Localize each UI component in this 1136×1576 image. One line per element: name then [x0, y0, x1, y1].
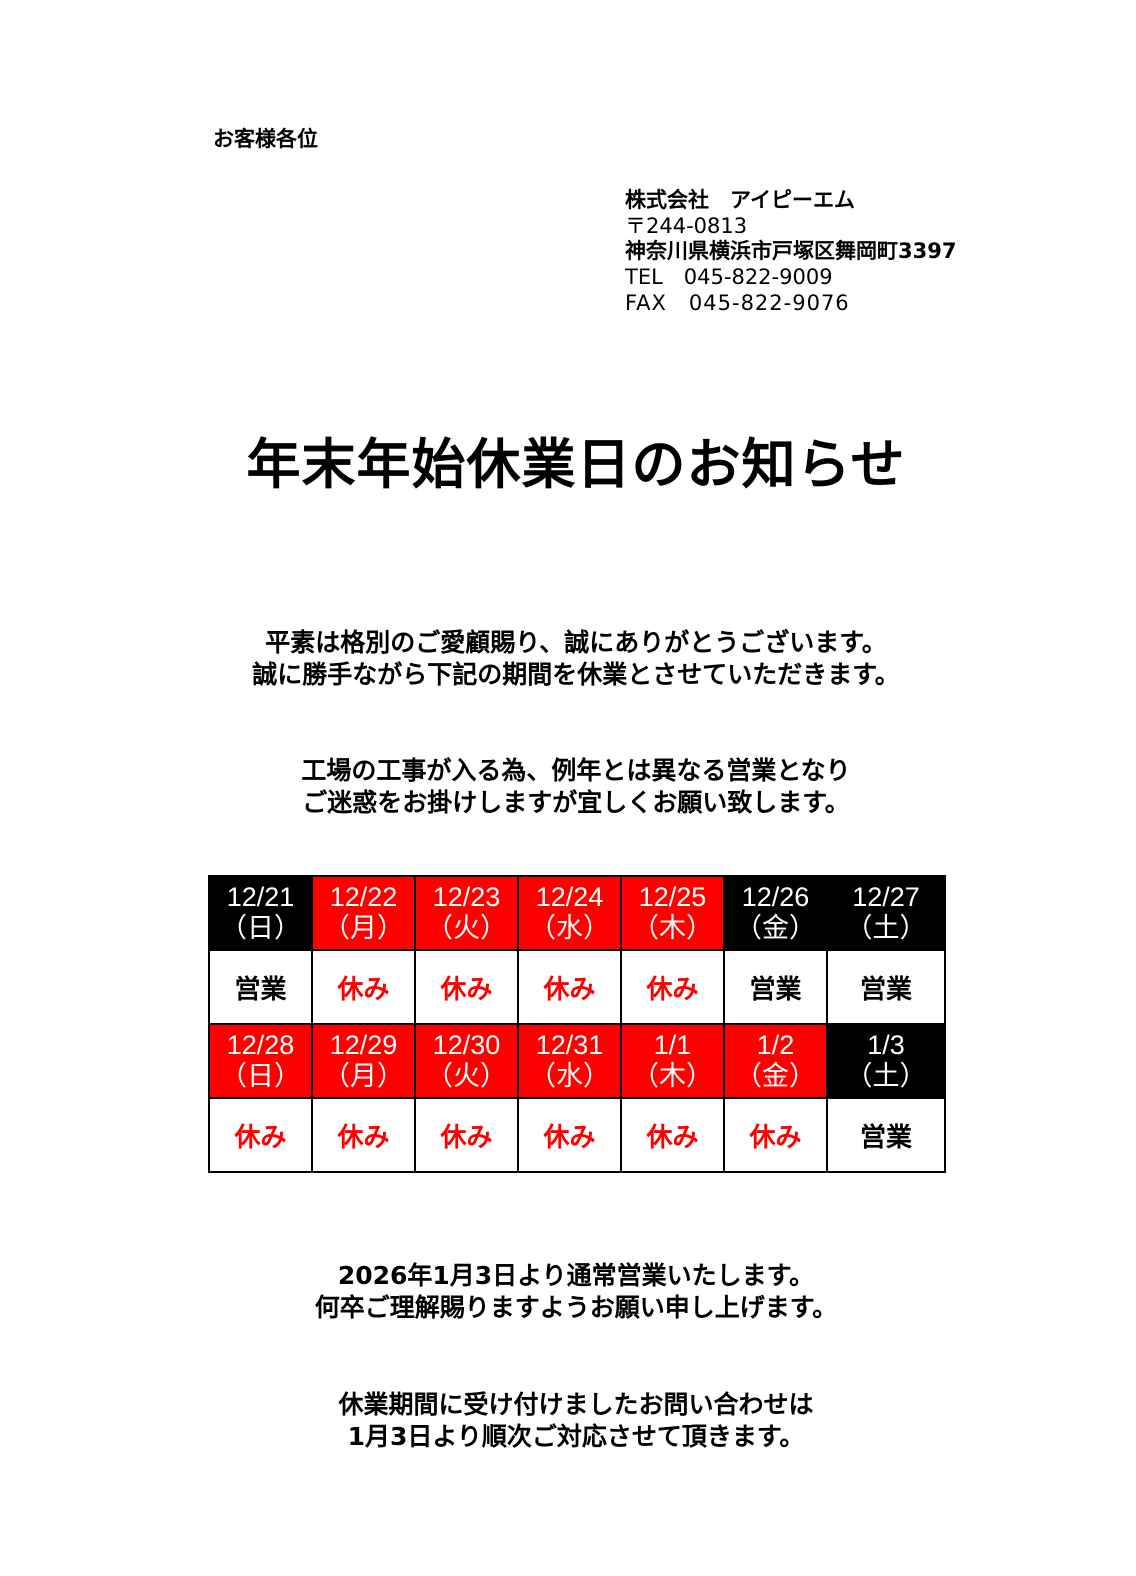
company-fax: FAX 045-822-9076 — [625, 290, 850, 315]
weekday: （日） — [220, 1061, 301, 1091]
date: 12/29 — [329, 1030, 398, 1060]
weekday: （土） — [845, 913, 927, 943]
weekday: （金） — [735, 913, 816, 943]
date: 12/27 — [852, 882, 920, 912]
weekday: （金） — [735, 1061, 816, 1091]
paragraph-resume: 2026年1月3日より通常営業いたします。 何卒ご理解賜りますようお願い申し上げ… — [0, 1260, 1136, 1324]
date-cell: 1/2 （金） — [723, 1023, 828, 1099]
date: 12/25 — [638, 882, 707, 912]
weekday: （月） — [323, 913, 404, 943]
date-cell: 1/1 （木） — [620, 1023, 725, 1099]
calendar-status-row: 営業 休み 休み 休み 休み 営業 営業 — [208, 949, 946, 1025]
line: ご迷惑をお掛けしますが宜しくお願い致します。 — [302, 788, 850, 817]
status-cell: 休み — [517, 949, 622, 1025]
date-cell: 12/23 （火） — [414, 875, 519, 951]
weekday: （木） — [632, 913, 713, 943]
status-cell: 休み — [311, 1097, 416, 1173]
paragraph-inquiries: 休業期間に受け付けましたお問い合わせは 1月3日より順次ご対応させて頂きます。 — [0, 1389, 1136, 1453]
date: 12/21 — [226, 882, 295, 912]
weekday: （木） — [632, 1061, 713, 1091]
line: 誠に勝手ながら下記の期間を休業とさせていただきます。 — [252, 660, 900, 689]
date: 12/28 — [226, 1030, 295, 1060]
addressee: お客様各位 — [213, 127, 318, 151]
status-cell: 休み — [517, 1097, 622, 1173]
status-cell: 休み — [620, 949, 725, 1025]
weekday: （火） — [426, 1061, 507, 1091]
line: 2026年1月3日より通常営業いたします。 — [337, 1261, 815, 1290]
date-cell: 12/31 （水） — [517, 1023, 622, 1099]
paragraph-greeting: 平素は格別のご愛顧賜り、誠にありがとうございます。 誠に勝手ながら下記の期間を休… — [0, 627, 1136, 691]
company-tel: TEL 045-822-9009 — [625, 265, 833, 290]
date: 12/23 — [432, 882, 501, 912]
date-cell: 12/24 （水） — [517, 875, 622, 951]
date: 1/1 — [653, 1030, 692, 1060]
date-cell: 12/29 （月） — [311, 1023, 416, 1099]
date-cell: 12/27 （土） — [826, 875, 946, 951]
holiday-calendar: 12/21 （日） 12/22 （月） 12/23 （火） 12/24 （水） 12/25 （木）… — [208, 875, 946, 1173]
page-title: 年末年始休業日のお知らせ — [246, 433, 906, 496]
date: 12/30 — [432, 1030, 501, 1060]
calendar-date-row: 12/21 （日） 12/22 （月） 12/23 （火） 12/24 （水） 12/25 （木）… — [208, 875, 946, 951]
company-info: 株式会社 アイピーエム 〒244-0813 神奈川県横浜市戸塚区舞岡町3397 … — [625, 188, 956, 317]
date-cell: 12/26 （金） — [723, 875, 828, 951]
weekday: （火） — [426, 913, 507, 943]
line: 何卒ご理解賜りますようお願い申し上げます。 — [314, 1293, 838, 1322]
status-cell: 休み — [723, 1097, 828, 1173]
date-cell: 12/25 （木） — [620, 875, 725, 951]
line: 工場の工事が入る為、例年とは異なる営業となり — [301, 756, 851, 785]
weekday: （月） — [323, 1061, 404, 1091]
calendar-status-row: 休み 休み 休み 休み 休み 休み 営業 — [208, 1097, 946, 1173]
date: 1/3 — [867, 1030, 905, 1060]
date-cell: 1/3 （土） — [826, 1023, 946, 1099]
weekday: （水） — [529, 1061, 610, 1091]
status-cell: 営業 — [208, 949, 313, 1025]
paragraph-construction: 工場の工事が入る為、例年とは異なる営業となり ご迷惑をお掛けしますが宜しくお願い… — [0, 755, 1136, 819]
weekday: （日） — [220, 913, 301, 943]
date-cell: 12/28 （日） — [208, 1023, 313, 1099]
date: 12/22 — [329, 882, 398, 912]
company-address: 神奈川県横浜市戸塚区舞岡町3397 — [625, 239, 957, 264]
date-cell: 12/22 （月） — [311, 875, 416, 951]
date: 12/26 — [741, 882, 810, 912]
line: 1月3日より順次ご対応させて頂きます。 — [347, 1422, 805, 1451]
date-cell: 12/30 （火） — [414, 1023, 519, 1099]
date-cell: 12/21 （日） — [208, 875, 313, 951]
status-cell: 営業 — [723, 949, 828, 1025]
status-cell: 営業 — [826, 949, 946, 1025]
status-cell: 休み — [311, 949, 416, 1025]
line: 休業期間に受け付けましたお問い合わせは — [338, 1390, 814, 1419]
status-cell: 休み — [208, 1097, 313, 1173]
weekday: （土） — [845, 1061, 927, 1091]
status-cell: 営業 — [826, 1097, 946, 1173]
status-cell: 休み — [414, 1097, 519, 1173]
date: 12/24 — [535, 882, 604, 912]
date: 12/31 — [535, 1030, 604, 1060]
company-postal: 〒244-0813 — [625, 213, 748, 238]
weekday: （水） — [529, 913, 610, 943]
calendar-date-row: 12/28 （日） 12/29 （月） 12/30 （火） 12/31 （水） 1/1 （木） 1/… — [208, 1023, 946, 1099]
status-cell: 休み — [620, 1097, 725, 1173]
line: 平素は格別のご愛顧賜り、誠にありがとうございます。 — [265, 628, 887, 657]
date: 1/2 — [756, 1030, 795, 1060]
company-name: 株式会社 アイピーエム — [625, 188, 855, 212]
status-cell: 休み — [414, 949, 519, 1025]
